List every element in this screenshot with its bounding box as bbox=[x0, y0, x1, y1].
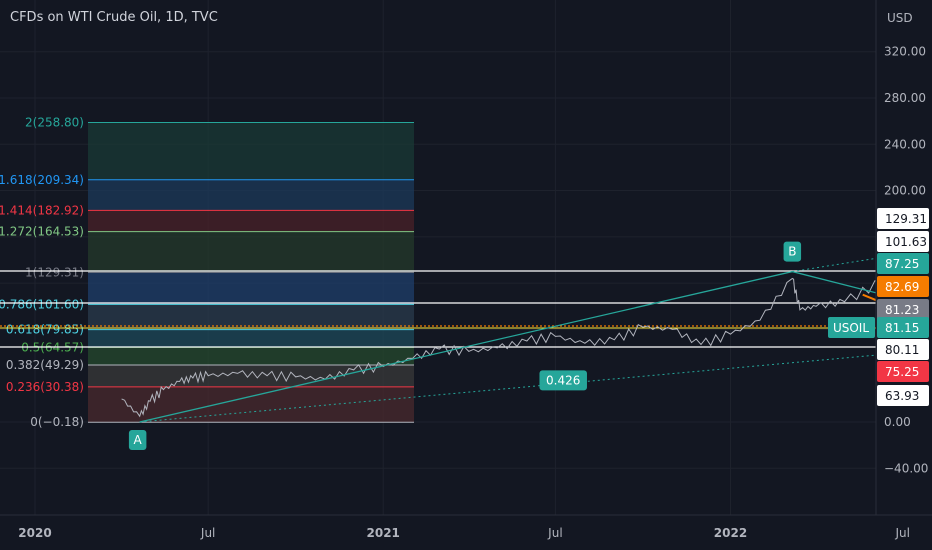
price-tag-bg bbox=[877, 361, 929, 382]
fib-level-label: 2(258.80) bbox=[25, 116, 84, 130]
fib-level-label: 1(129.31) bbox=[25, 265, 84, 279]
price-tag: 63.93 bbox=[885, 389, 919, 403]
price-axis-tick: 0.00 bbox=[884, 415, 911, 429]
ratio-line-ac bbox=[139, 349, 932, 423]
price-tag-bg bbox=[877, 385, 929, 406]
ratio-label-ac: 0.426 bbox=[546, 373, 580, 387]
time-axis-tick: Jul bbox=[200, 526, 215, 540]
fib-level-label: 0.236(30.38) bbox=[6, 380, 84, 394]
fib-band bbox=[88, 347, 414, 365]
price-tag: 81.15 bbox=[885, 321, 919, 335]
price-axis-tick: 320.00 bbox=[884, 45, 926, 59]
fib-level-label: 1.414(182.92) bbox=[0, 203, 84, 217]
currency-label: USD bbox=[887, 11, 913, 25]
price-tag-bg bbox=[877, 317, 929, 338]
price-tag-bg bbox=[877, 339, 929, 360]
price-tag-bg bbox=[877, 276, 929, 297]
time-axis-tick: 2022 bbox=[714, 526, 747, 540]
fib-band bbox=[88, 364, 414, 387]
price-axis-tick: 200.00 bbox=[884, 184, 926, 198]
price-tag-bg bbox=[877, 253, 929, 274]
fib-level-label: 0(−0.18) bbox=[30, 415, 84, 429]
chart-title: CFDs on WTI Crude Oil, 1D, TVC bbox=[10, 10, 218, 25]
price-tag: 129.31 bbox=[885, 212, 927, 226]
fib-level-label: 0.786(101.60) bbox=[0, 297, 84, 311]
fib-level-label: 0.618(79.85) bbox=[6, 323, 84, 337]
symbol-tag: USOIL bbox=[833, 321, 869, 335]
symbol-tag-bg bbox=[828, 317, 875, 338]
fib-band bbox=[88, 179, 414, 211]
price-tag: 101.63 bbox=[885, 235, 927, 249]
time-axis-bg bbox=[0, 515, 932, 550]
fib-level-label: 1.272(164.53) bbox=[0, 225, 84, 239]
price-tag: 82.69 bbox=[885, 280, 919, 294]
price-tag-bg bbox=[877, 231, 929, 252]
price-axis[interactable]: USD 320.00 280.00 240.00 200.00 0.00 −40.00 bbox=[875, 0, 932, 550]
fib-band bbox=[88, 231, 414, 273]
wave-label-b-bg bbox=[783, 241, 802, 262]
time-axis-tick: Jul bbox=[547, 526, 562, 540]
time-axis[interactable]: 2020Jul2021Jul2022Jul2023Jul2024Jul bbox=[0, 514, 932, 550]
price-axis-tick: 280.00 bbox=[884, 91, 926, 105]
fib-band bbox=[88, 304, 414, 330]
price-tag-bg bbox=[877, 208, 929, 229]
wave-label-b: B bbox=[788, 245, 796, 259]
price-axis-tick: −40.00 bbox=[884, 461, 928, 475]
horizontal-levels bbox=[0, 270, 876, 348]
price-series bbox=[121, 277, 932, 418]
fib-level-label: 1.618(209.34) bbox=[0, 173, 84, 187]
price-tag: 75.25 bbox=[885, 365, 919, 379]
time-axis-tick: 2021 bbox=[367, 526, 400, 540]
grid-lines bbox=[0, 0, 904, 515]
wave-label-a: A bbox=[134, 433, 143, 447]
price-tags: 129.31 101.63 87.25 82.69 81.23 81.15 80.11 75.… bbox=[828, 208, 929, 406]
price-axis-bg bbox=[876, 0, 932, 550]
fib-band bbox=[88, 272, 414, 305]
fibonacci-retracement[interactable]: 2(258.80) 1.618(209.34) 1.414(182.92) 1.272… bbox=[0, 116, 414, 430]
price-axis-tick: 240.00 bbox=[884, 137, 926, 151]
time-axis-tick: 2020 bbox=[18, 526, 51, 540]
price-tag-bg bbox=[877, 299, 929, 320]
wave-label-a-bg bbox=[128, 430, 147, 450]
time-axis-tick: Jul bbox=[894, 526, 909, 540]
fib-band bbox=[88, 122, 414, 180]
price-tag: 87.25 bbox=[885, 257, 919, 271]
fib-band bbox=[88, 329, 414, 348]
fib-band bbox=[88, 386, 414, 423]
fib-level-label: 0.382(49.29) bbox=[6, 358, 84, 372]
price-line bbox=[121, 277, 932, 418]
fib-band bbox=[88, 210, 414, 232]
price-tag: 81.23 bbox=[885, 303, 919, 317]
price-tag: 80.11 bbox=[885, 343, 919, 357]
ratio-label-ac-bg bbox=[539, 370, 587, 391]
